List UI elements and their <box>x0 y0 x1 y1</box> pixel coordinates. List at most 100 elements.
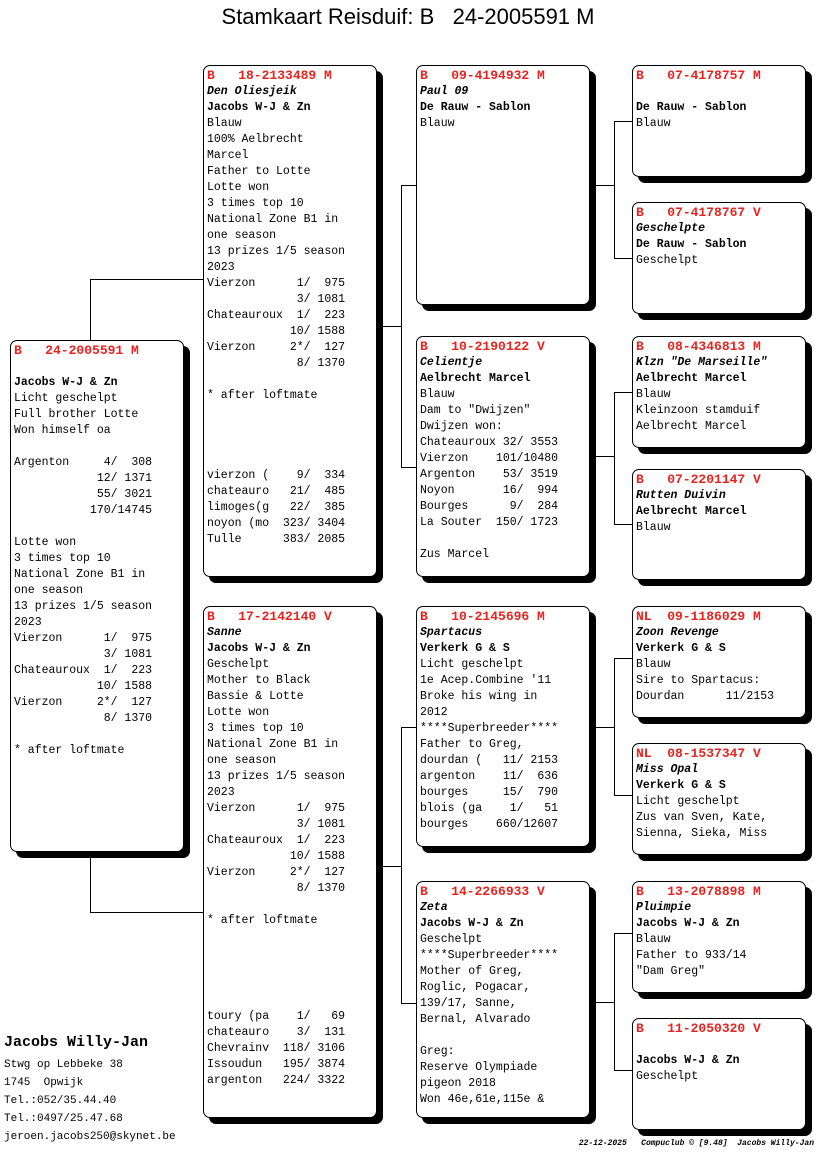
info-line: Bassie & Lotte <box>207 690 304 703</box>
owner: De Rauw - Sablon <box>636 101 747 114</box>
info-line: Blauw <box>636 521 671 534</box>
info-line: Won 46e,61e,115e & <box>420 1093 545 1106</box>
info-line: Bernal, Alvarado <box>420 1013 531 1026</box>
pigeon-name: Rutten Duivin <box>636 489 726 502</box>
info-line: * after loftmate <box>207 914 318 927</box>
info-line: 3/ 1081 <box>207 293 346 306</box>
info-line: Chateauroux 32/ 3553 <box>420 436 559 449</box>
info-line <box>420 531 589 547</box>
info-line: Blauw <box>636 388 671 401</box>
info-line: Vierzon 1/ 975 <box>14 632 153 645</box>
info-line <box>207 929 376 945</box>
info-line: blois (ga 1/ 51 <box>420 802 559 815</box>
pigeon-name: Spartacus <box>420 626 483 639</box>
info-line: 1e Acep.Combine '11 <box>420 674 552 687</box>
card-ddd: B 11-2050320 V Jacobs W-J & Zn Geschelpt <box>632 1018 806 1130</box>
info-line: Full brother Lotte <box>14 408 139 421</box>
pigeon-name: Geschelpte <box>636 222 706 235</box>
card-dam-dam: B 14-2266933 V Zeta Jacobs W-J & Zn Geschel… <box>416 881 590 1118</box>
ring-number: B 07-2201147 V <box>636 472 761 487</box>
breeder-tel1: Tel.:052/35.44.40 <box>4 1095 117 1107</box>
info-line: Blauw <box>420 388 455 401</box>
info-line: 3 times top 10 <box>207 722 304 735</box>
info-line: 13 prizes 1/5 season <box>207 770 346 783</box>
info-line: argenton 224/ 3322 <box>207 1074 346 1087</box>
ring-number: B 24-2005591 M <box>14 343 139 358</box>
card-dss: NL 09-1186029 M Zoon Revenge Verkerk G & S… <box>632 606 806 718</box>
card-subject: B 24-2005591 M Jacobs W-J & Zn Licht gesch… <box>10 340 184 852</box>
card-sire-sire: B 09-4194932 M Paul 09 De Rauw - Sablon Bla… <box>416 65 590 305</box>
info-line: Dourdan 11/2153 <box>636 690 775 703</box>
info-line <box>207 404 376 420</box>
info-line: chateauro 3/ 131 <box>207 1026 346 1039</box>
info-line: * after loftmate <box>207 389 318 402</box>
info-line: Mother to Black <box>207 674 311 687</box>
info-line <box>14 519 183 535</box>
info-line <box>207 420 376 436</box>
info-line: La Souter 150/ 1723 <box>420 516 559 529</box>
info-line: 2012 <box>420 706 448 719</box>
breeder-city: 1745 Opwijk <box>4 1077 84 1089</box>
info-line: dourdan ( 11/ 2153 <box>420 754 559 767</box>
owner: De Rauw - Sablon <box>420 101 531 114</box>
info-line <box>14 439 183 455</box>
pigeon-name: Celientje <box>420 356 483 369</box>
pigeon-name: Zoon Revenge <box>636 626 719 639</box>
info-line: 3 times top 10 <box>207 197 304 210</box>
card-sire: B 18-2133489 M Den Oliesjeik Jacobs W-J & … <box>203 65 377 577</box>
info-line: Tulle 383/ 2085 <box>207 533 346 546</box>
info-line <box>207 961 376 977</box>
info-line: Vierzon 1/ 975 <box>207 277 346 290</box>
info-line: 10/ 1588 <box>207 850 346 863</box>
footer-date: 22-12-2025 <box>578 1139 627 1148</box>
info-line: 2023 <box>207 786 235 799</box>
info-line: Sire to Spartacus: <box>636 674 761 687</box>
info-line <box>207 993 376 1009</box>
info-line: argenton 11/ 636 <box>420 770 559 783</box>
ring-number: NL 09-1186029 M <box>636 609 761 624</box>
info-line: Sienna, Sieka, Miss <box>636 827 768 840</box>
info-line: Zus Marcel <box>420 548 490 561</box>
pigeon-name <box>636 84 805 100</box>
info-line: Roglic, Pogacar, <box>420 981 531 994</box>
info-line: Father to Greg, <box>420 738 524 751</box>
info-line: Kleinzoon stamduif <box>636 404 761 417</box>
info-line: 2023 <box>207 261 235 274</box>
ring-number: B 09-4194932 M <box>420 68 545 83</box>
footer-software: Compuclub © [9.48] <box>641 1139 728 1148</box>
info-line: vierzon ( 9/ 334 <box>207 469 346 482</box>
info-line: Marcel <box>207 149 249 162</box>
info-line: Broke his wing in <box>420 690 538 703</box>
card-dam-sire: B 10-2145696 M Spartacus Verkerk G & S Lich… <box>416 606 590 847</box>
pigeon-name: Pluimpie <box>636 901 692 914</box>
info-line: Lotte won <box>207 181 270 194</box>
info-line: Noyon 16/ 994 <box>420 484 559 497</box>
info-line: Blauw <box>636 658 671 671</box>
breeder-address: Stwg op Lebbeke 38 <box>4 1059 123 1071</box>
info-line: National Zone B1 in <box>207 738 339 751</box>
info-line: National Zone B1 in <box>14 568 146 581</box>
card-sds: B 08-4346813 M Klzn "De Marseille" Aelbrec… <box>632 336 806 448</box>
pigeon-name <box>14 359 183 375</box>
info-line: Father to Lotte <box>207 165 311 178</box>
owner: Jacobs W-J & Zn <box>420 917 524 930</box>
info-line: Chateauroux 1/ 223 <box>207 834 346 847</box>
info-line: Lotte won <box>14 536 77 549</box>
info-line: Blauw <box>636 117 671 130</box>
info-line: Won himself oa <box>14 424 111 437</box>
info-line: one season <box>207 229 277 242</box>
owner: Jacobs W-J & Zn <box>207 642 311 655</box>
owner: Jacobs W-J & Zn <box>14 376 118 389</box>
info-line: ****Superbreeder**** <box>420 949 559 962</box>
footer-owner: Jacobs Willy-Jan <box>737 1139 814 1148</box>
info-line: Chateauroux 1/ 223 <box>14 664 153 677</box>
info-line <box>14 727 183 743</box>
pigeon-name: Den Oliesjeik <box>207 85 297 98</box>
info-line: limoges(g 22/ 385 <box>207 501 346 514</box>
info-line: 8/ 1370 <box>207 882 346 895</box>
info-line: noyon (mo 323/ 3404 <box>207 517 346 530</box>
info-line: ****Superbreeder**** <box>420 722 559 735</box>
owner: Verkerk G & S <box>420 642 510 655</box>
info-line: Dwijzen won: <box>420 420 503 433</box>
